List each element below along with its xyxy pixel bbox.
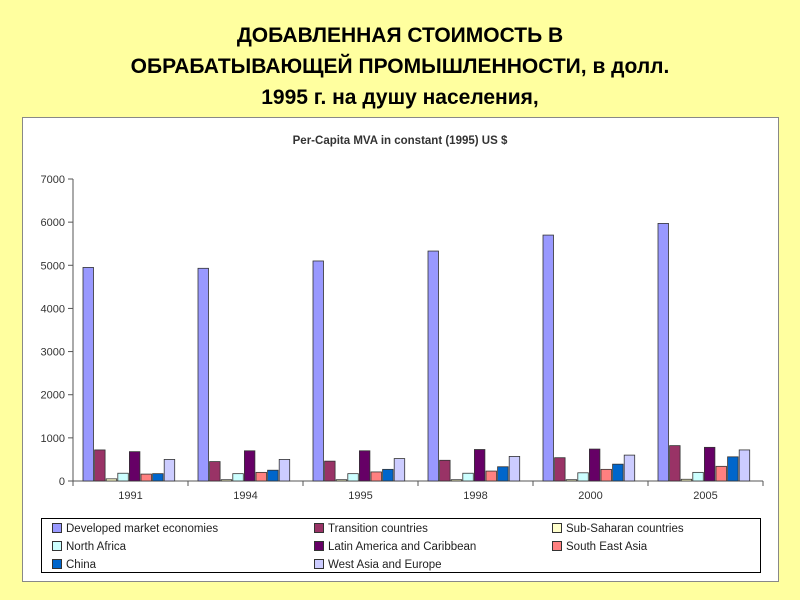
bar-south-east-asia-1998 xyxy=(485,470,497,482)
bar-china-1991 xyxy=(152,473,164,482)
bar-sub-saharan-countries-2005 xyxy=(680,478,693,482)
bar-sub-saharan-countries-1994 xyxy=(220,479,233,482)
bar-latin-america-and-caribbean-2005 xyxy=(704,446,716,482)
legend-label: West Asia and Europe xyxy=(328,559,442,571)
legend-item: North Africa xyxy=(52,539,126,555)
legend-label: Transition countries xyxy=(328,523,428,535)
legend-swatch xyxy=(314,558,324,569)
y-tick-label: 3000 xyxy=(41,347,65,359)
slide-title-line-1: ДОБАВЛЕННАЯ СТОИМОСТЬ В xyxy=(236,24,564,47)
bar-developed-market-economies-1995 xyxy=(312,260,324,482)
y-tick-label: 6000 xyxy=(41,217,65,229)
bar-south-east-asia-1991 xyxy=(140,473,152,482)
bar-sub-saharan-countries-1991 xyxy=(105,478,118,482)
bar-china-1995 xyxy=(382,468,394,482)
chart-legend: Developed market economies Transition cou… xyxy=(41,518,761,573)
x-tick-label: 1998 xyxy=(463,490,487,502)
legend-label: Sub-Saharan countries xyxy=(566,523,684,535)
bar-south-east-asia-2005 xyxy=(715,465,727,482)
bar-developed-market-economies-1991 xyxy=(82,267,94,482)
bar-latin-america-and-caribbean-1991 xyxy=(129,451,141,482)
y-tick-label: 2000 xyxy=(41,390,65,402)
legend-item: China xyxy=(52,557,96,573)
slide-title-line-2: ОБРАБАТЫВАЮЩЕЙ ПРОМЫШЛЕННОСТИ, в долл. xyxy=(130,55,670,78)
bar-transition-countries-1994 xyxy=(209,461,221,482)
chart-panel: Per-Capita MVA in constant (1995) US $ 0 1… xyxy=(22,117,779,582)
bar-south-east-asia-2000 xyxy=(600,468,612,482)
bar-west-asia-and-europe-1998 xyxy=(508,456,521,482)
legend-label: North Africa xyxy=(66,541,127,553)
bar-sub-saharan-countries-1995 xyxy=(335,479,348,482)
y-tick-label: 4000 xyxy=(41,303,65,315)
bar-west-asia-and-europe-2000 xyxy=(623,454,636,482)
legend-item: South East Asia xyxy=(552,539,647,555)
legend-swatch xyxy=(52,540,62,551)
bar-latin-america-and-caribbean-1995 xyxy=(358,450,371,482)
bar-developed-market-economies-2005 xyxy=(657,223,669,482)
bar-west-asia-and-europe-1991 xyxy=(163,459,176,482)
bar-south-east-asia-1994 xyxy=(255,471,267,482)
bar-latin-america-and-caribbean-1994 xyxy=(243,450,256,482)
legend-swatch xyxy=(552,540,562,551)
legend-item: Sub-Saharan countries xyxy=(552,521,684,537)
bar-west-asia-and-europe-1995 xyxy=(393,458,406,482)
bar-north-africa-1994 xyxy=(232,473,244,482)
x-tick-label: 2000 xyxy=(578,490,602,502)
x-tick-label: 1995 xyxy=(348,490,372,502)
bar-transition-countries-1991 xyxy=(94,449,106,482)
bar-north-africa-2000 xyxy=(577,472,589,482)
bar-transition-countries-2000 xyxy=(554,457,566,482)
bar-north-africa-2005 xyxy=(692,471,704,482)
bar-latin-america-and-caribbean-2000 xyxy=(589,448,601,482)
legend-swatch xyxy=(52,558,62,569)
chart-title: Per-Capita MVA in constant (1995) US $ xyxy=(293,135,508,147)
bar-sub-saharan-countries-1998 xyxy=(450,479,463,482)
bar-transition-countries-1995 xyxy=(324,460,336,482)
bar-north-africa-1991 xyxy=(117,472,129,482)
x-tick-label: 2005 xyxy=(693,490,717,502)
bar-north-africa-1995 xyxy=(347,473,359,482)
legend-label: Developed market economies xyxy=(66,523,219,535)
y-tick-label: 5000 xyxy=(41,260,65,272)
legend-item: Transition countries xyxy=(314,521,428,537)
y-tick-label: 0 xyxy=(59,476,65,488)
legend-item: Latin America and Caribbean xyxy=(314,539,476,555)
bar-latin-america-and-caribbean-1998 xyxy=(473,449,486,482)
bar-transition-countries-1998 xyxy=(439,459,451,482)
legend-swatch xyxy=(314,522,324,533)
x-tick-label: 1991 xyxy=(118,490,142,502)
legend-swatch xyxy=(552,522,562,533)
legend-label: South East Asia xyxy=(566,541,648,553)
legend-label: Latin America and Caribbean xyxy=(328,541,477,553)
bar-north-africa-1998 xyxy=(462,472,474,482)
bar-west-asia-and-europe-1994 xyxy=(278,459,291,482)
x-tick-label: 1994 xyxy=(233,490,257,502)
slide-title-line-3: 1995 г. на душу населения, xyxy=(261,86,539,109)
legend-item: West Asia and Europe xyxy=(314,557,442,573)
bar-west-asia-and-europe-2005 xyxy=(738,449,751,482)
bar-developed-market-economies-1994 xyxy=(197,267,209,482)
bar-china-1998 xyxy=(497,466,509,482)
bar-chart: Per-Capita MVA in constant (1995) US $ 0 1… xyxy=(41,135,764,502)
bar-china-2000 xyxy=(612,463,624,482)
slide-title: ДОБАВЛЕННАЯ СТОИМОСТЬ В ОБРАБАТЫВАЮЩЕЙ П… xyxy=(0,20,800,113)
legend-swatch xyxy=(52,522,62,533)
legend-swatch xyxy=(314,540,324,551)
y-tick-label: 1000 xyxy=(41,433,65,445)
bar-transition-countries-2005 xyxy=(669,445,681,482)
bar-china-1994 xyxy=(267,469,279,482)
bar-china-2005 xyxy=(727,456,739,482)
bar-developed-market-economies-1998 xyxy=(427,250,439,482)
legend-label: China xyxy=(66,559,97,571)
y-tick-label: 7000 xyxy=(41,174,65,186)
bar-sub-saharan-countries-2000 xyxy=(565,479,578,482)
bar-south-east-asia-1995 xyxy=(370,471,382,482)
bar-developed-market-economies-2000 xyxy=(542,234,554,482)
legend-item: Developed market economies xyxy=(52,521,218,537)
